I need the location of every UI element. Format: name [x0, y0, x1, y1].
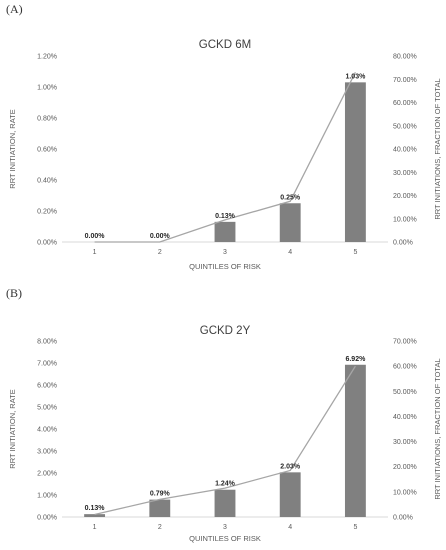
y2-tick-label: 80.00%: [393, 54, 417, 61]
y2-tick-label: 10.00%: [393, 216, 417, 223]
x-tick-label: 1: [93, 524, 97, 531]
y-tick-label: 7.00%: [37, 361, 57, 368]
y2-tick-label: 20.00%: [393, 464, 417, 471]
bar: [344, 364, 366, 517]
y-tick-label: 1.20%: [37, 54, 57, 61]
chart-gckd-6m: GCKD 6M 0.00% 0.20% 0.40% 0.60% 0.80% 1.00% 1.2…: [8, 39, 442, 271]
y2-tick-label: 70.00%: [393, 339, 417, 346]
y-tick-label: 1.00%: [37, 85, 57, 92]
x-tick-label: 4: [288, 524, 292, 531]
y-tick-label: 3.00%: [37, 449, 57, 456]
y-axis-label: RRT INITIATION, RATE: [8, 109, 17, 188]
y2-axis-label: RRT INITIATIONS, FRACTION OF TOTAL: [433, 358, 442, 499]
x-axis-label: QUINTILES OF RISK: [189, 534, 261, 543]
panel-a-label: (A): [6, 2, 23, 16]
y-tick-label: 4.00%: [37, 427, 57, 434]
y2-tick-label: 10.00%: [393, 489, 417, 496]
data-label: 1.03%: [345, 73, 366, 80]
y-axis-label: RRT INITIATION, RATE: [8, 389, 17, 468]
x-axis-label: QUINTILES OF RISK: [189, 262, 261, 271]
y-tick-label: 0.00%: [37, 515, 57, 522]
data-label: 2.03%: [280, 463, 301, 470]
y-tick-label: 6.00%: [37, 383, 57, 390]
x-tick-label: 5: [353, 249, 357, 256]
data-label: 0.25%: [280, 194, 301, 201]
data-label: 1.24%: [215, 481, 236, 488]
x-tick-label: 4: [288, 249, 292, 256]
bar: [214, 221, 236, 242]
data-label: 0.79%: [150, 491, 171, 498]
bar: [279, 472, 301, 517]
y-tick-label: 2.00%: [37, 471, 57, 478]
x-tick-label: 2: [158, 524, 162, 531]
x-tick-label: 2: [158, 249, 162, 256]
y2-tick-label: 30.00%: [393, 170, 417, 177]
data-label: 0.13%: [215, 213, 236, 220]
y-tick-label: 1.00%: [37, 493, 57, 500]
y2-tick-label: 40.00%: [393, 414, 417, 421]
x-tick-label: 3: [223, 524, 227, 531]
y2-tick-label: 70.00%: [393, 77, 417, 84]
y2-tick-label: 30.00%: [393, 439, 417, 446]
bar: [214, 489, 236, 517]
y2-tick-label: 50.00%: [393, 123, 417, 130]
y2-tick-label: 20.00%: [393, 193, 417, 200]
chart-title: GCKD 6M: [199, 39, 251, 51]
y-tick-label: 0.00%: [37, 240, 57, 247]
data-label: 0.13%: [85, 505, 106, 512]
panel-b-label: (B): [6, 286, 22, 300]
bar: [279, 203, 301, 242]
y2-tick-label: 0.00%: [393, 240, 413, 247]
y2-tick-label: 0.00%: [393, 515, 413, 522]
y-tick-label: 0.60%: [37, 147, 57, 154]
fraction-line: [94, 365, 356, 516]
y-tick-label: 5.00%: [37, 405, 57, 412]
y-tick-label: 8.00%: [37, 339, 57, 346]
data-label: 0.00%: [85, 233, 106, 240]
y-tick-label: 0.40%: [37, 178, 57, 185]
bar: [344, 82, 366, 242]
x-tick-label: 1: [93, 249, 97, 256]
bar: [84, 514, 106, 517]
y2-tick-label: 40.00%: [393, 147, 417, 154]
y-tick-label: 0.20%: [37, 209, 57, 216]
x-tick-label: 3: [223, 249, 227, 256]
fraction-line: [94, 71, 356, 243]
chart-title: GCKD 2Y: [200, 325, 251, 337]
y-tick-label: 0.80%: [37, 116, 57, 123]
data-label: 6.92%: [345, 356, 366, 363]
y2-tick-label: 50.00%: [393, 389, 417, 396]
y2-tick-label: 60.00%: [393, 364, 417, 371]
x-tick-label: 5: [353, 524, 357, 531]
data-label: 0.00%: [150, 233, 171, 240]
bar: [149, 499, 171, 517]
y2-tick-label: 60.00%: [393, 100, 417, 107]
chart-gckd-2y: GCKD 2Y 0.00% 1.00% 2.00% 3.00% 4.00% 5.00% 6.0…: [8, 325, 442, 543]
y2-axis-label: RRT INITIATIONS, FRACTION OF TOTAL: [433, 78, 442, 219]
